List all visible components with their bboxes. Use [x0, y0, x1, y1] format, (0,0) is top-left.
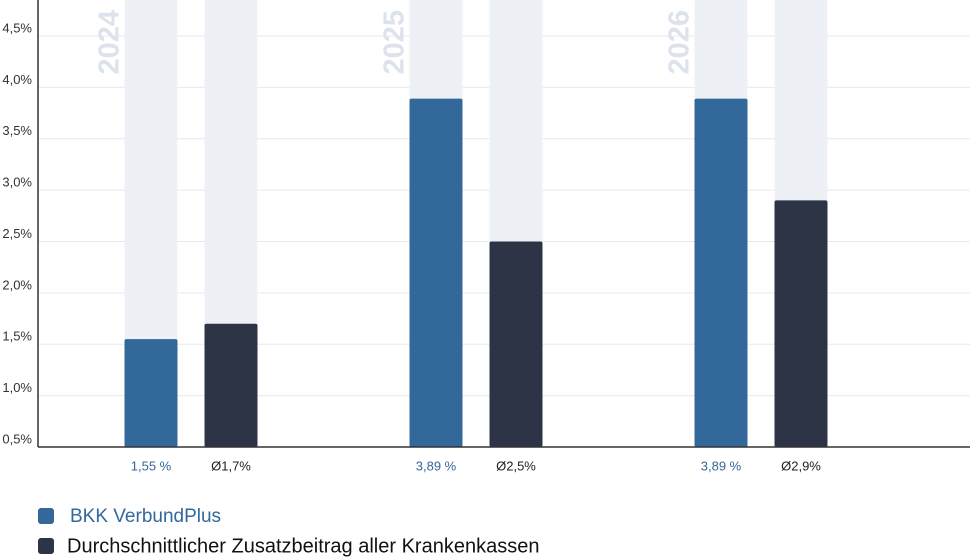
bar: [694, 98, 748, 447]
category-label: 2026: [664, 10, 696, 75]
y-tick-label: 3,5%: [2, 123, 32, 138]
y-tick-label: 2,0%: [2, 277, 32, 292]
value-label: Ø2,5%: [496, 458, 536, 473]
value-label: Ø1,7%: [211, 458, 251, 473]
y-tick-label: 4,5%: [2, 20, 32, 35]
value-label: 3,89 %: [701, 458, 742, 473]
category-label: 2025: [379, 10, 411, 75]
legend-label: BKK VerbundPlus: [70, 506, 221, 527]
legend-label: Durchschnittlicher Zusatzbeitrag aller K…: [67, 535, 539, 557]
y-tick-label: 3,0%: [2, 175, 32, 190]
bar: [489, 241, 543, 447]
y-tick-label: 0,5%: [2, 431, 32, 446]
legend-swatch: [38, 538, 54, 554]
value-label: Ø2,9%: [781, 458, 821, 473]
bar: [409, 98, 463, 447]
value-label: 1,55 %: [131, 458, 172, 473]
bar: [124, 339, 178, 447]
y-tick-label: 2,5%: [2, 226, 32, 241]
bar: [204, 323, 258, 447]
bar: [774, 200, 828, 447]
value-label: 3,89 %: [416, 458, 457, 473]
y-tick-label: 4,0%: [2, 72, 32, 87]
y-tick-label: 1,0%: [2, 380, 32, 395]
category-label: 2024: [94, 10, 126, 75]
y-tick-label: 1,5%: [2, 329, 32, 344]
legend-swatch: [38, 508, 54, 524]
